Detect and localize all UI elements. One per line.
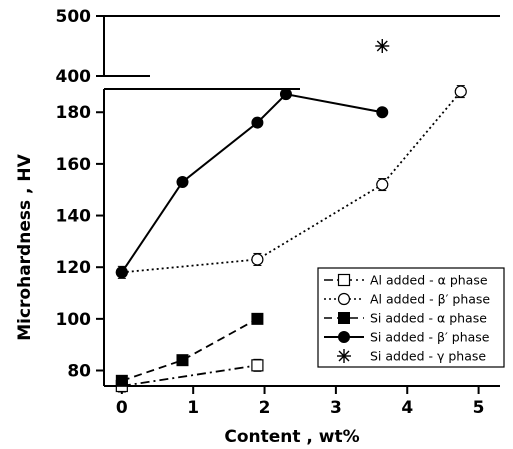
x-tick-label: 0 <box>116 398 128 418</box>
series-2 <box>115 85 467 279</box>
legend-item: Si added - γ phase <box>337 349 486 364</box>
marker-open-circle <box>454 85 467 98</box>
x-tick-label: 4 <box>401 398 413 418</box>
legend-item: Si added - α phase <box>324 311 487 326</box>
marker-filled-square <box>115 374 128 387</box>
y-tick-label: 100 <box>56 310 92 330</box>
marker-asterisk-stroke <box>338 350 350 362</box>
y-tick-label: 500 <box>56 7 92 27</box>
marker-filled-circle <box>115 266 128 279</box>
y-tick-label: 140 <box>56 207 92 227</box>
x-tick-label: 5 <box>473 398 485 418</box>
legend-item: Al added - β′ phase <box>324 292 490 307</box>
legend-item: Si added - β′ phase <box>324 330 490 345</box>
x-tick-label: 3 <box>330 398 342 418</box>
y-tick-label: 120 <box>56 258 92 278</box>
legend-label: Si added - α phase <box>370 311 487 326</box>
marker-filled-circle <box>338 331 350 343</box>
series-line <box>121 364 258 387</box>
marker-open-square <box>251 359 264 372</box>
marker-asterisk-stroke <box>376 40 388 52</box>
y-tick-label: 180 <box>56 103 92 123</box>
y-axis-title: Microhardness , HV <box>15 153 35 340</box>
legend-label: Al added - α phase <box>370 273 488 288</box>
legend-label: Si added - γ phase <box>370 349 486 364</box>
marker-open-circle <box>337 292 351 306</box>
marker-open-circle <box>251 253 264 266</box>
marker-filled-circle <box>279 88 292 101</box>
legend-label: Al added - β′ phase <box>370 292 490 307</box>
marker-filled-square <box>338 312 350 324</box>
marker-open-circle <box>376 178 389 191</box>
marker-filled-circle <box>176 175 189 188</box>
marker-open-square <box>337 273 351 287</box>
legend: Al added - α phase Al added - β′ phase Si … <box>317 267 505 368</box>
series-4 <box>115 88 389 279</box>
marker-filled-square <box>176 354 189 367</box>
legend-item: Al added - α phase <box>324 273 488 288</box>
marker-filled-circle <box>251 116 264 129</box>
y-tick-label: 160 <box>56 155 92 175</box>
x-axis-title: Content , wt% <box>224 427 359 447</box>
marker-filled-circle <box>376 106 389 119</box>
series-3 <box>115 312 264 387</box>
y-tick-label: 80 <box>67 362 91 382</box>
series-line <box>121 91 462 274</box>
legend-label: Si added - β′ phase <box>370 330 490 345</box>
y-tick-label: 400 <box>56 67 92 87</box>
series-line <box>121 318 258 382</box>
x-tick-label: 1 <box>187 398 199 418</box>
marker-filled-square <box>251 312 264 325</box>
series-5 <box>375 39 390 53</box>
x-tick-label: 2 <box>259 398 271 418</box>
